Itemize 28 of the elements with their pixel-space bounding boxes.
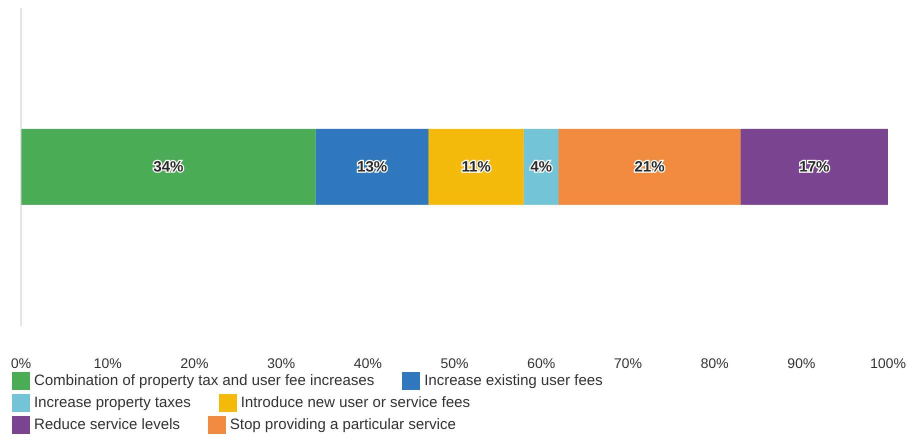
x-tick-label: 60% (527, 354, 556, 371)
x-tick-label: 70% (614, 354, 642, 371)
data-label: 21% (634, 158, 665, 176)
bar (316, 128, 428, 205)
bar (740, 128, 888, 205)
data-label: 11% (462, 158, 491, 176)
x-tick-label: 50% (440, 354, 469, 371)
data-label: 34% (153, 158, 184, 176)
x-tick-label: 100% (870, 354, 906, 371)
x-tick-label: 20% (180, 354, 208, 371)
x-tick-label: 90% (787, 354, 816, 371)
data-label: 4% (530, 158, 552, 176)
data-label: 17% (799, 158, 830, 176)
x-tick-label: 30% (267, 354, 296, 371)
bar (428, 128, 524, 205)
data-label: 13% (357, 158, 388, 176)
x-tick-label: 80% (700, 354, 729, 371)
legend-label: Introduce new user or service fees (240, 394, 470, 411)
legend-label: Increase existing user fees (424, 372, 603, 389)
x-tick-label: 10% (94, 354, 122, 371)
bar (21, 128, 316, 205)
bar (558, 128, 741, 205)
legend-label: Combination of property tax and user fee increases (34, 372, 374, 389)
legend-label: Reduce service levels (34, 416, 180, 433)
legend-label: Increase property taxes (34, 394, 191, 411)
x-tick-label: 0% (10, 354, 32, 371)
x-tick-label: 40% (354, 354, 382, 371)
legend-label: Stop providing a particular service (230, 416, 456, 433)
